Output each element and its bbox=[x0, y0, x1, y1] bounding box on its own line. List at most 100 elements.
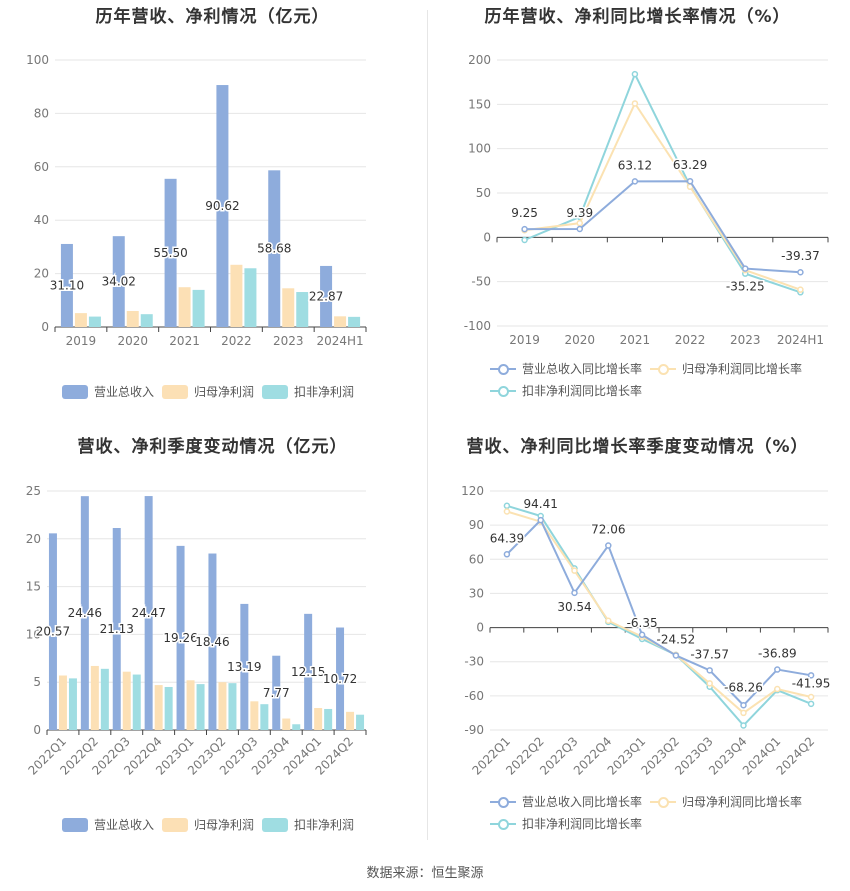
panel-quarterly-bar: 营收、净利季度变动情况（亿元） 0 5 10 15 20 25 2022Q1 20.57 202… bbox=[0, 425, 425, 845]
x-tick-label: 2023 bbox=[273, 334, 304, 348]
data-point bbox=[631, 70, 639, 78]
y-tick-label: 90 bbox=[469, 518, 484, 532]
legend-item-revenue-growth[interactable]: 营业总收入同比增长率 bbox=[490, 793, 642, 810]
legend-label: 扣非净利润 bbox=[294, 385, 355, 399]
data-point bbox=[797, 286, 804, 293]
legend-swatch bbox=[650, 362, 676, 376]
series-line bbox=[524, 180, 801, 274]
data-point bbox=[797, 268, 804, 276]
data-point bbox=[537, 516, 544, 524]
data-point bbox=[706, 680, 713, 687]
data-label: 9.39 bbox=[566, 206, 593, 220]
y-tick-label: 0 bbox=[483, 230, 491, 244]
data-point bbox=[774, 666, 781, 673]
bar bbox=[88, 316, 101, 327]
legend-item-net-growth[interactable]: 归母净利润同比增长率 bbox=[650, 360, 802, 377]
x-tick-label: 2023 bbox=[730, 333, 761, 347]
data-point bbox=[638, 631, 646, 639]
bar bbox=[282, 718, 291, 730]
data-label: -37.57 bbox=[690, 647, 729, 661]
bar bbox=[282, 288, 295, 327]
bar bbox=[58, 675, 67, 730]
data-label: 64.39 bbox=[490, 531, 524, 545]
y-tick-label: 30 bbox=[469, 586, 484, 600]
chart-title: 历年营收、净利情况（亿元） bbox=[95, 7, 330, 27]
y-tick-label: -60 bbox=[464, 689, 484, 703]
data-label: 22.87 bbox=[309, 289, 343, 303]
data-label: 34.02 bbox=[102, 275, 136, 289]
chart-title: 营收、净利季度变动情况（亿元） bbox=[77, 437, 348, 457]
x-tick-label: 2024H1 bbox=[777, 333, 824, 347]
data-point bbox=[503, 502, 511, 510]
data-label: -24.52 bbox=[657, 632, 696, 646]
bar bbox=[356, 714, 365, 730]
x-tick-label: 2022 bbox=[221, 334, 252, 348]
legend-swatch bbox=[262, 384, 288, 399]
legend-swatch bbox=[490, 817, 516, 831]
y-tick-label: -30 bbox=[464, 655, 484, 669]
data-point bbox=[740, 702, 747, 709]
data-point bbox=[706, 667, 713, 674]
data-label: -36.89 bbox=[758, 647, 797, 661]
y-tick-label: 200 bbox=[468, 53, 491, 67]
bar bbox=[90, 665, 99, 730]
quarterly-bar-chart: 05101520252022Q120.572022Q224.462022Q321… bbox=[25, 484, 367, 778]
legend-item-deducted-profit[interactable]: 扣非净利润 bbox=[262, 383, 354, 400]
y-tick-label: 100 bbox=[468, 142, 491, 156]
legend-label: 营业总收入 bbox=[94, 818, 155, 832]
legend-item-net-growth[interactable]: 归母净利润同比增长率 bbox=[650, 793, 802, 810]
data-label: 19.26 bbox=[163, 631, 197, 645]
bar bbox=[132, 674, 141, 730]
series-line bbox=[506, 504, 812, 727]
legend-label: 扣非净利润同比增长率 bbox=[522, 384, 643, 398]
data-source: 数据来源：恒生聚源 bbox=[366, 866, 484, 881]
legend-item-revenue[interactable]: 营业总收入 bbox=[62, 383, 154, 400]
legend-label: 营业总收入同比增长率 bbox=[522, 795, 643, 809]
data-point bbox=[571, 589, 578, 597]
legend-item-net-profit[interactable]: 归母净利润 bbox=[162, 383, 254, 400]
series-line bbox=[506, 518, 812, 707]
y-tick-label: 80 bbox=[34, 106, 49, 120]
legend-item-deducted-profit[interactable]: 扣非净利润 bbox=[262, 816, 354, 833]
bar bbox=[314, 708, 323, 730]
data-label: 21.13 bbox=[100, 622, 134, 636]
legend-label: 扣非净利润同比增长率 bbox=[522, 817, 643, 831]
y-tick-label: 60 bbox=[34, 160, 49, 174]
legend-item-revenue[interactable]: 营业总收入 bbox=[62, 816, 154, 833]
bar bbox=[334, 316, 347, 327]
y-tick-label: 60 bbox=[469, 552, 484, 566]
legend-swatch bbox=[650, 795, 676, 809]
data-label: 13.19 bbox=[227, 660, 261, 674]
bar bbox=[126, 310, 139, 327]
bar bbox=[80, 496, 89, 730]
data-label: -35.25 bbox=[726, 280, 765, 294]
legend-item-revenue-growth[interactable]: 营业总收入同比增长率 bbox=[490, 360, 642, 377]
legend-swatch bbox=[162, 384, 188, 399]
y-tick-label: -50 bbox=[471, 275, 491, 289]
x-tick-label: 2019 bbox=[509, 333, 540, 347]
data-label: 20.57 bbox=[36, 625, 70, 639]
data-label: 18.46 bbox=[195, 635, 229, 649]
chart-title: 营收、净利同比增长率季度变动情况（%） bbox=[466, 437, 809, 457]
legend-item-deducted-growth[interactable]: 扣非净利润同比增长率 bbox=[490, 815, 642, 832]
y-tick-label: 0 bbox=[476, 621, 484, 635]
bar bbox=[292, 724, 301, 730]
legend-swatch bbox=[62, 384, 88, 399]
legend-item-net-profit[interactable]: 归母净利润 bbox=[162, 816, 254, 833]
legend-item-deducted-growth[interactable]: 扣非净利润同比增长率 bbox=[490, 382, 642, 399]
bar bbox=[192, 289, 205, 327]
series-line bbox=[524, 101, 801, 291]
x-tick-label: 2024H1 bbox=[316, 334, 363, 348]
legend-label: 归母净利润 bbox=[194, 385, 255, 399]
bar bbox=[230, 264, 243, 327]
quarterly-line-chart: -90-60-3003060901202022Q12022Q22022Q3202… bbox=[461, 484, 832, 778]
x-tick-label: 2019 bbox=[66, 334, 97, 348]
data-label: 90.62 bbox=[205, 199, 239, 213]
x-tick-label: 2024Q2 bbox=[774, 734, 818, 778]
series-line bbox=[524, 71, 801, 294]
data-point bbox=[742, 265, 749, 272]
legend-swatch bbox=[262, 817, 288, 832]
data-point bbox=[807, 672, 815, 679]
y-tick-label: 0 bbox=[41, 320, 49, 334]
bar bbox=[244, 268, 257, 327]
